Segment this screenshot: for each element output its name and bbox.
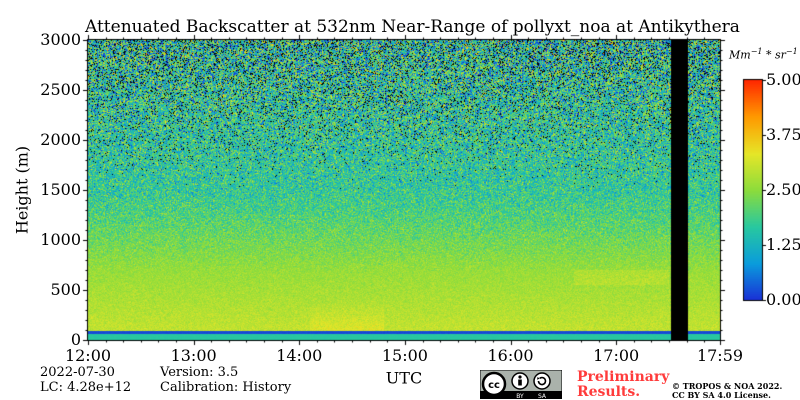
colorbar-tick-label: 2.50: [766, 180, 800, 199]
cc-by-sa-license-badge: cc BY SA: [480, 370, 562, 399]
x-tick-label: 17:59: [696, 346, 744, 365]
x-tick-label: 16:00: [487, 346, 534, 365]
cc-icon: [481, 371, 507, 397]
version-label: Version: 3.5: [160, 365, 239, 380]
y-tick-label: 500: [50, 280, 81, 299]
y-tick-label: 0: [70, 330, 81, 349]
colorbar-tick-label: 5.00: [766, 70, 800, 89]
y-tick-label: 2000: [40, 130, 81, 149]
chart-title: Attenuated Backscatter at 532nm Near-Ran…: [85, 17, 740, 37]
y-tick-label: 2500: [40, 80, 81, 99]
svg-text:BY: BY: [516, 393, 524, 399]
colorbar-tick-label: 1.25: [766, 235, 800, 254]
x-axis-label: UTC: [385, 368, 423, 388]
x-tick-label: 14:00: [276, 346, 323, 365]
svg-text:cc: cc: [488, 380, 500, 391]
preliminary-notice-line2: Results.: [577, 384, 641, 400]
lidar-constant-label: LC: 4.28e+12: [40, 380, 132, 395]
x-tick-label: 15:00: [381, 346, 428, 365]
y-tick-label: 1500: [40, 180, 81, 199]
share-alike-icon: [533, 372, 551, 390]
date-label: 2022-07-30: [40, 365, 115, 380]
colorbar-units: Mm−1 * sr−1: [729, 47, 798, 62]
y-axis-label: Height (m): [12, 145, 32, 235]
x-tick-label: 17:00: [593, 346, 640, 365]
copyright-line1: © TROPOS & NOA 2022.: [672, 381, 783, 391]
copyright-line2: CC BY SA 4.0 License.: [672, 390, 771, 400]
svg-text:SA: SA: [538, 393, 547, 399]
colorbar-tick-label: 0.00: [766, 290, 800, 309]
colorbar-tick-label: 3.75: [766, 125, 800, 144]
preliminary-notice-line1: Preliminary: [577, 369, 670, 385]
x-tick-label: 12:00: [64, 346, 112, 365]
x-tick-label: 13:00: [170, 346, 217, 365]
calibration-label: Calibration: History: [160, 380, 292, 395]
y-tick-label: 1000: [40, 230, 81, 249]
y-tick-label: 3000: [40, 30, 81, 49]
